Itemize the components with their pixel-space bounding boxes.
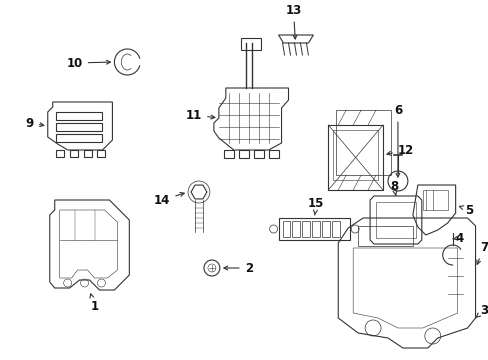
Text: 13: 13 bbox=[285, 4, 301, 39]
Text: 11: 11 bbox=[185, 108, 214, 122]
Text: 14: 14 bbox=[154, 193, 184, 207]
Text: 4: 4 bbox=[452, 231, 463, 244]
Text: 10: 10 bbox=[66, 57, 110, 69]
Text: 9: 9 bbox=[26, 117, 44, 130]
Text: 2: 2 bbox=[224, 261, 252, 274]
Text: 5: 5 bbox=[458, 203, 473, 216]
Text: 8: 8 bbox=[389, 180, 397, 195]
Text: 15: 15 bbox=[307, 197, 324, 215]
Text: 12: 12 bbox=[386, 144, 413, 157]
Text: 7: 7 bbox=[476, 240, 488, 264]
Text: 3: 3 bbox=[475, 303, 488, 318]
Text: 6: 6 bbox=[393, 104, 401, 177]
Text: 1: 1 bbox=[90, 294, 99, 314]
